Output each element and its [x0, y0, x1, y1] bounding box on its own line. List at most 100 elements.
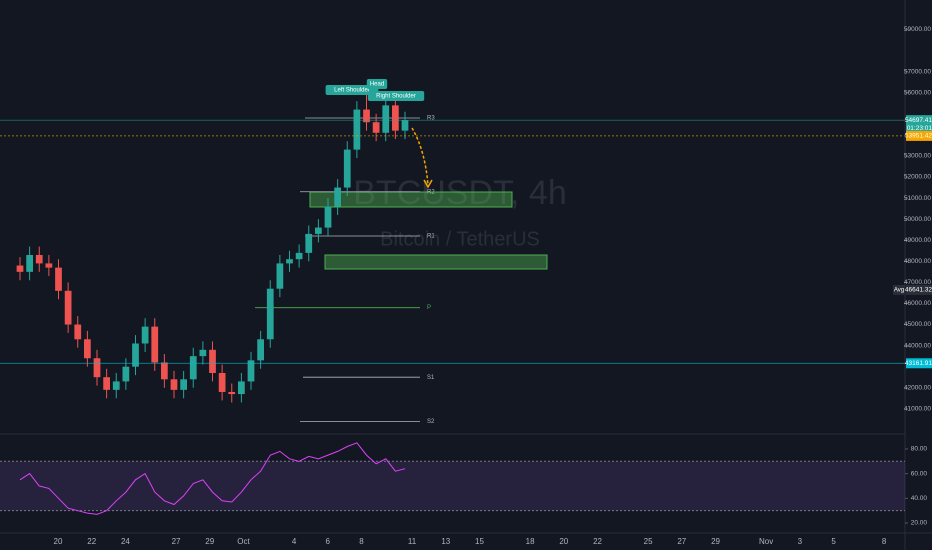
candle-body [305, 233, 313, 253]
y-tick-label: 52000.00 [904, 174, 931, 181]
y-tick-label: 49000.00 [904, 237, 931, 244]
candle-body [392, 105, 399, 131]
x-tick-label: 8 [882, 537, 887, 546]
annotation-label: Head [370, 82, 384, 88]
projection-arrow [411, 127, 429, 186]
y-tick-label: 56000.00 [904, 89, 931, 96]
candle-body [170, 379, 178, 390]
candle-body [199, 349, 207, 357]
y-tick-label: 57000.00 [904, 68, 931, 75]
candle-body [363, 109, 370, 123]
x-tick-label: 27 [172, 537, 181, 546]
rsi-tick-label: 40.00 [911, 495, 928, 502]
y-tick-label: 59000.00 [904, 26, 931, 33]
candle-body [141, 326, 149, 344]
avg-label-bg [893, 284, 905, 295]
y-tick-label: 50000.00 [904, 216, 931, 223]
countdown: 01:23:01 [907, 125, 932, 132]
candle-body [228, 391, 236, 395]
y-tick-label: 41000.00 [904, 406, 931, 413]
x-tick-label: Nov [759, 537, 773, 546]
price-label-bg [906, 130, 932, 141]
annotation-box [366, 79, 388, 89]
x-tick-label: 4 [292, 537, 297, 546]
x-tick-label: 29 [205, 537, 214, 546]
candle-body [218, 372, 226, 392]
candle-body [84, 339, 91, 359]
y-tick-label: 45000.00 [904, 321, 931, 328]
price-label: 43161.91 [905, 360, 932, 367]
price-label: 46641.32 [905, 287, 932, 294]
x-tick-label: 20 [559, 537, 568, 546]
x-tick-label: 24 [121, 537, 130, 546]
rsi-tick-label: 60.00 [911, 470, 928, 477]
candle-body [382, 105, 390, 133]
candle-body [209, 349, 216, 373]
candle-body [334, 187, 341, 207]
x-tick-label: 15 [475, 537, 484, 546]
demand-zone [324, 254, 548, 270]
watermark-subtitle: Bitcoin / TetherUS [380, 228, 540, 250]
candle-body [295, 252, 303, 260]
candle-body [315, 227, 322, 234]
price-label-bg [906, 358, 932, 369]
y-tick-label: 47000.00 [904, 279, 931, 286]
pivot-label: P [427, 305, 431, 311]
y-tick-label: 46000.00 [904, 300, 931, 307]
candle-body [35, 254, 43, 264]
rsi-band [0, 461, 905, 511]
x-tick-label: 18 [526, 537, 535, 546]
x-tick-label: 22 [593, 537, 602, 546]
candle-body [353, 109, 361, 150]
pivot-label: R2 [427, 189, 435, 195]
candle-body [103, 377, 110, 390]
x-tick-label: 6 [326, 537, 331, 546]
y-tick-label: 51000.00 [904, 195, 931, 202]
candle-body [324, 206, 332, 228]
candle-body [55, 267, 62, 291]
candle-body [257, 339, 264, 361]
candle-body [247, 360, 255, 382]
candle-body [372, 122, 380, 133]
x-tick-label: 20 [54, 537, 63, 546]
y-tick-label: 48000.00 [904, 258, 931, 265]
x-tick-label: 22 [87, 537, 96, 546]
candle-body [45, 263, 53, 268]
candle-body [189, 356, 197, 380]
price-label-bg [906, 115, 932, 134]
candle-body [151, 326, 159, 363]
price-label: 54697.41 [905, 117, 932, 124]
candle-body [64, 290, 72, 325]
price-label: 53951.42 [905, 133, 932, 140]
x-tick-label: 25 [644, 537, 653, 546]
annotation-box [367, 91, 425, 101]
x-tick-label: 8 [359, 537, 364, 546]
candle-body [93, 358, 101, 378]
x-tick-label: 13 [441, 537, 450, 546]
y-tick-label: 44000.00 [904, 342, 931, 349]
rsi-tick-label: 20.00 [911, 520, 928, 527]
annotation-box [325, 85, 379, 95]
candle-body [180, 379, 187, 390]
annotation-label: Right Shoulder [376, 94, 416, 100]
pivot-label: S2 [427, 419, 435, 425]
candle-body [276, 263, 284, 289]
candle-body [266, 288, 274, 340]
candle-body [401, 120, 409, 131]
price-label-bg [906, 284, 932, 295]
x-tick-label: 5 [831, 537, 836, 546]
candle-body [286, 259, 293, 264]
x-tick-label: Oct [237, 537, 250, 546]
rsi-line [19, 442, 406, 515]
candle-body [26, 254, 33, 272]
y-tick-label: 42000.00 [904, 384, 931, 391]
x-tick-label: 11 [408, 537, 417, 546]
watermark-title: BTCUSDT, 4h [353, 174, 567, 212]
candle-body [132, 343, 139, 367]
x-tick-label: 29 [711, 537, 720, 546]
y-tick-label: 53000.00 [904, 153, 931, 160]
candle-body [122, 366, 130, 382]
candle-body [238, 381, 245, 395]
